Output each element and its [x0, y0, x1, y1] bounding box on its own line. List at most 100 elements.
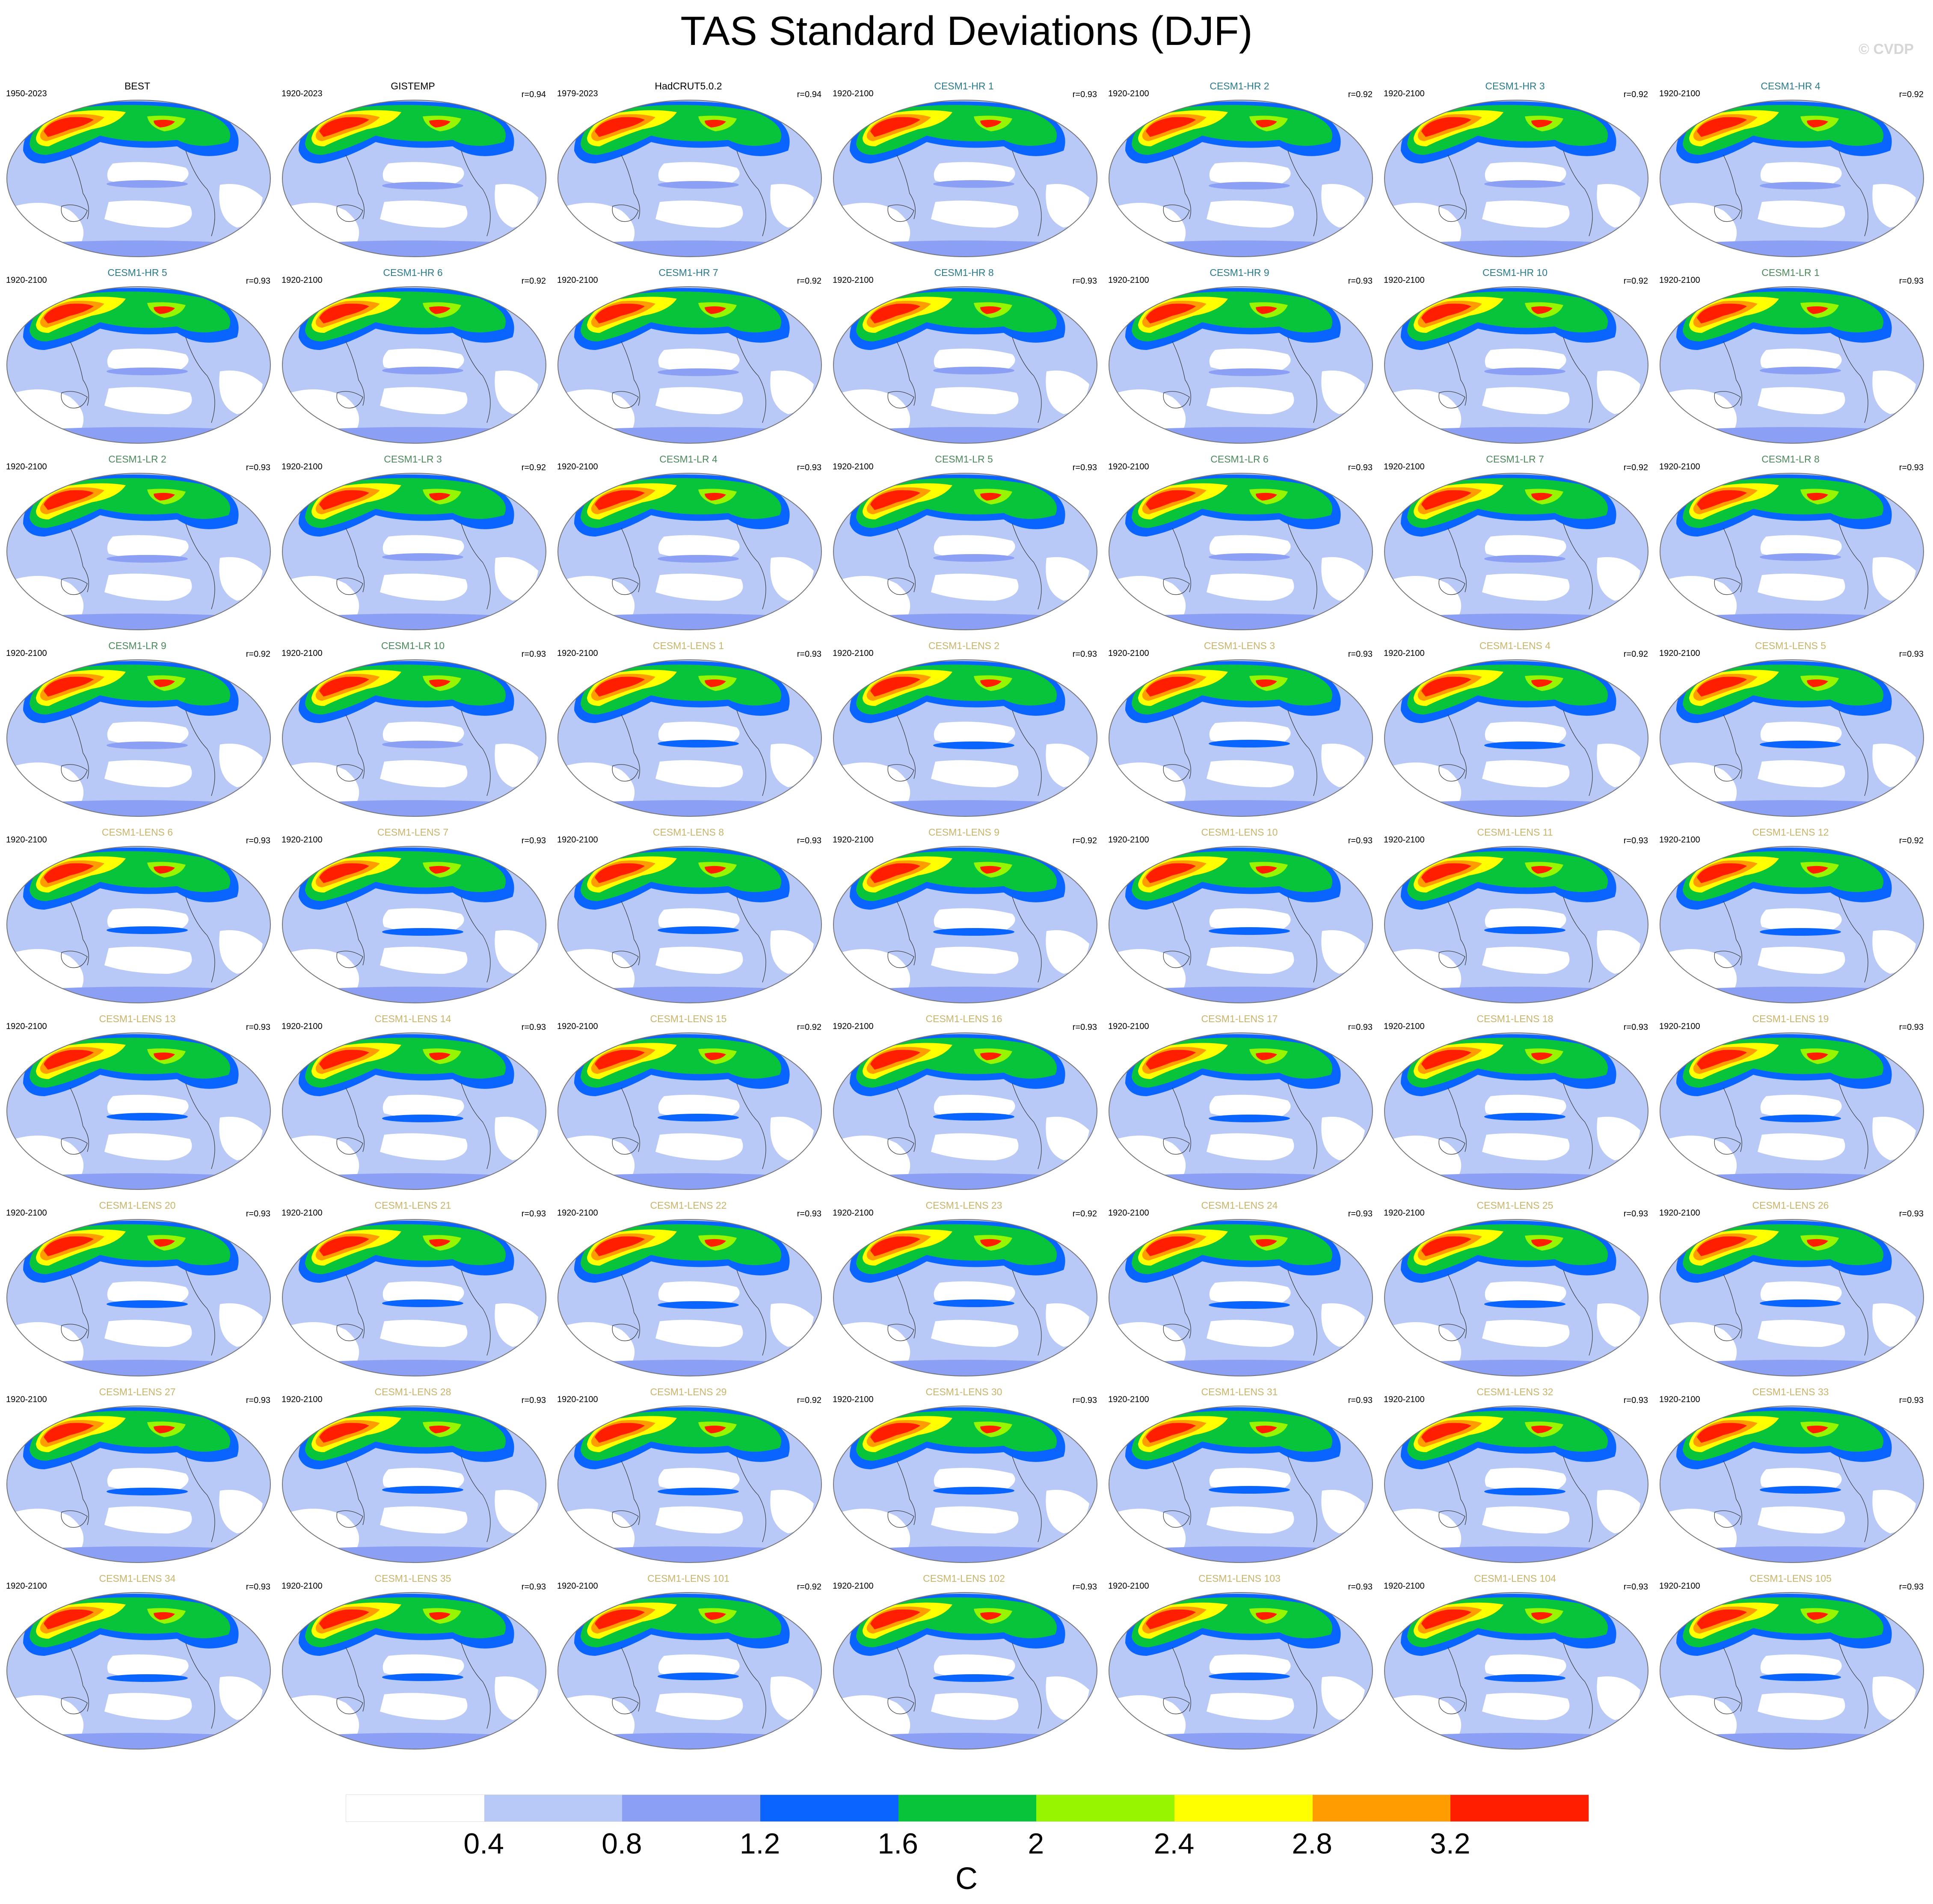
high-latitude-red — [319, 1050, 369, 1070]
coastline — [896, 1460, 916, 1525]
map-border — [1384, 1406, 1648, 1563]
low-variance-region — [1482, 200, 1570, 228]
low-variance-region — [1760, 1654, 1842, 1679]
coastline — [612, 391, 639, 409]
high-latitude-red — [1807, 119, 1828, 128]
low-variance-region — [107, 535, 189, 560]
low-variance-region — [219, 1117, 263, 1160]
map-panel: 1920-2100 CESM1-LR 8 r=0.93 — [1653, 448, 1928, 635]
panel-pattern-correlation: r=0.93 — [1899, 1396, 1924, 1405]
high-latitude-red — [595, 676, 645, 697]
coastline — [1714, 1137, 1741, 1155]
panel-period: 1920-2100 — [833, 649, 874, 658]
low-variance-region — [107, 1281, 189, 1306]
panel-dataset-name: CESM1-LENS 102 — [923, 1573, 1005, 1584]
southern-ocean-band — [1660, 240, 1924, 257]
tas-stddev-map — [282, 1406, 546, 1563]
colorbar-tick-label: 1.2 — [739, 1827, 780, 1860]
low-variance-region — [658, 535, 740, 560]
low-variance-region — [1758, 946, 1845, 974]
high-latitude-red — [154, 866, 175, 874]
low-variance-region — [104, 1506, 192, 1533]
low-variance-region — [934, 1094, 1015, 1119]
southern-ocean-band — [7, 1546, 270, 1563]
coastline — [887, 764, 914, 782]
coastline — [70, 1460, 89, 1525]
coastline — [612, 951, 639, 968]
low-variance-region — [1597, 1303, 1640, 1347]
enso-variance-band — [1760, 182, 1841, 190]
low-variance-region — [1209, 908, 1291, 933]
high-latitude-red — [1697, 863, 1747, 883]
low-variance-region — [931, 760, 1019, 787]
panel-period: 1920-2100 — [282, 1022, 323, 1031]
map-border — [557, 1406, 822, 1563]
low-variance-region — [1485, 1281, 1566, 1306]
map-panel: 1920-2100 CESM1-LENS 13 r=0.93 — [0, 1008, 275, 1195]
tas-stddev-map — [557, 1406, 822, 1563]
coastline — [621, 341, 640, 406]
low-variance-region — [934, 1281, 1015, 1306]
high-latitude-red — [154, 306, 175, 314]
panel-dataset-name: CESM1-LR 7 — [1486, 454, 1544, 465]
panel-period: 1920-2100 — [1384, 835, 1425, 845]
low-variance-region — [1046, 1490, 1089, 1533]
map-panel: 1920-2100 CESM1-LR 7 r=0.92 — [1378, 448, 1652, 635]
cvdp-credit: © CVDP — [1859, 41, 1914, 57]
map-panel: 1920-2100 CESM1-LENS 29 r=0.92 — [551, 1381, 826, 1568]
panel-dataset-name: CESM1-HR 7 — [658, 267, 718, 278]
panel-period: 1920-2100 — [282, 649, 323, 658]
panel-pattern-correlation: r=0.93 — [1072, 1396, 1097, 1405]
map-panel: 1920-2100 CESM1-LENS 3 r=0.93 — [1102, 635, 1377, 822]
low-variance-region — [658, 721, 740, 746]
enso-variance-band — [933, 1299, 1014, 1307]
high-latitude-red — [705, 1052, 726, 1060]
high-latitude-red — [319, 1236, 369, 1256]
tas-stddev-map — [1660, 846, 1924, 1003]
high-latitude-red — [595, 117, 645, 137]
coastline — [1714, 764, 1741, 782]
southern-ocean-band — [282, 1360, 546, 1376]
southern-ocean-band — [1109, 1733, 1373, 1749]
high-latitude-red — [1531, 1239, 1553, 1247]
southern-ocean-band — [282, 800, 546, 816]
panel-pattern-correlation: r=0.93 — [1072, 649, 1097, 659]
low-variance-region — [382, 1468, 464, 1492]
enso-variance-band — [382, 367, 463, 374]
low-variance-region — [1209, 1281, 1291, 1306]
panel-pattern-correlation: r=0.93 — [1899, 1582, 1924, 1592]
coastline — [1563, 710, 1593, 796]
panel-dataset-name: CESM1-LENS 104 — [1474, 1573, 1556, 1584]
panel-pattern-correlation: r=0.94 — [521, 90, 546, 99]
panel-pattern-correlation: r=0.92 — [521, 463, 546, 472]
panel-pattern-correlation: r=0.93 — [1072, 1023, 1097, 1032]
high-latitude-red — [1256, 866, 1277, 874]
coastline — [1723, 1087, 1742, 1152]
colorbar-tick-label: 0.4 — [463, 1827, 504, 1860]
low-variance-region — [495, 1490, 538, 1533]
coastline — [1287, 1269, 1317, 1356]
coastline — [896, 714, 916, 779]
tas-stddev-map — [557, 846, 822, 1003]
tas-stddev-map — [1384, 1592, 1648, 1750]
low-variance-region — [1760, 908, 1842, 933]
southern-ocean-band — [1660, 1360, 1924, 1376]
low-variance-region — [1321, 184, 1365, 228]
panel-period: 1920-2100 — [1659, 1581, 1700, 1591]
coastline — [1723, 341, 1742, 406]
low-variance-region — [219, 1303, 263, 1347]
panel-period: 1920-2100 — [1659, 835, 1700, 845]
coastline — [1447, 341, 1467, 406]
coastline — [1838, 1269, 1868, 1356]
high-latitude-red — [319, 676, 369, 697]
coastline — [345, 714, 365, 779]
panel-dataset-name: CESM1-LR 9 — [108, 640, 166, 651]
high-latitude-red — [1531, 1612, 1553, 1620]
low-variance-region — [658, 1094, 740, 1119]
coastline — [70, 714, 89, 779]
enso-variance-band — [107, 180, 188, 188]
map-border — [1384, 1219, 1648, 1376]
coastline — [887, 951, 914, 968]
enso-variance-band — [1484, 926, 1565, 934]
high-latitude-red — [429, 866, 451, 874]
